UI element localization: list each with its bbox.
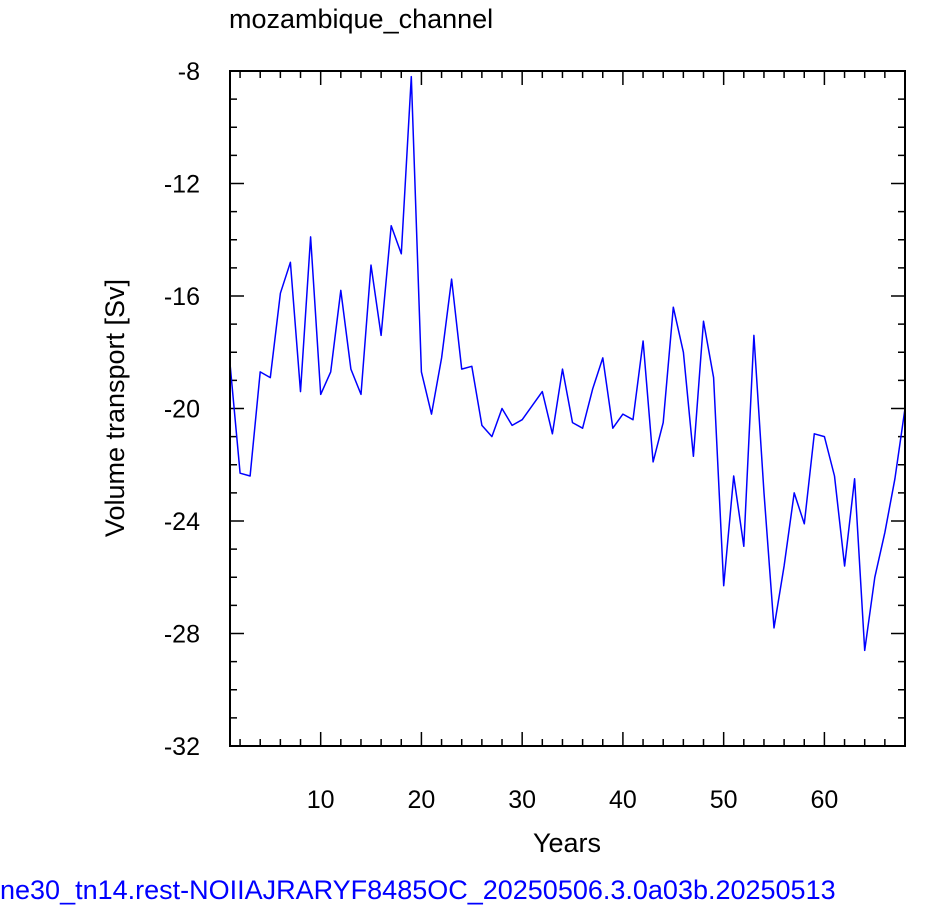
y-tick-label: -8 [178, 58, 200, 86]
x-axis-label: Years [533, 828, 601, 858]
x-tick-label: 60 [810, 786, 838, 814]
x-tick-label: 30 [508, 786, 536, 814]
series-group [229, 75, 906, 652]
series-line-0 [229, 75, 906, 652]
x-tick-label: 20 [408, 786, 436, 814]
line-chart: mozambique_channel Volume transport [Sv]… [100, 4, 906, 858]
tick-marks [230, 70, 906, 747]
y-tick-label: -24 [164, 508, 200, 536]
x-tick-label: 10 [307, 786, 335, 814]
y-tick-label: -12 [164, 171, 200, 199]
y-tick-label: -20 [164, 396, 200, 424]
case-name-footer: ne30_tn14.rest-NOIIAJRARYF8485OC_2025050… [0, 872, 944, 908]
y-tick-label: -16 [164, 283, 200, 311]
y-axis-label: Volume transport [Sv] [100, 279, 130, 537]
chart-title: mozambique_channel [229, 4, 493, 34]
x-tick-label: 50 [710, 786, 738, 814]
x-tick-label: 40 [609, 786, 637, 814]
y-tick-label: -28 [164, 621, 200, 649]
y-tick-label: -32 [164, 733, 200, 761]
case-name-text: ne30_tn14.rest-NOIIAJRARYF8485OC_2025050… [0, 875, 836, 905]
plot-frame [229, 70, 906, 747]
tick-labels: 10 20 30 40 50 60 -32 -28 -24 -20 -16 -12 -8 [164, 58, 838, 814]
